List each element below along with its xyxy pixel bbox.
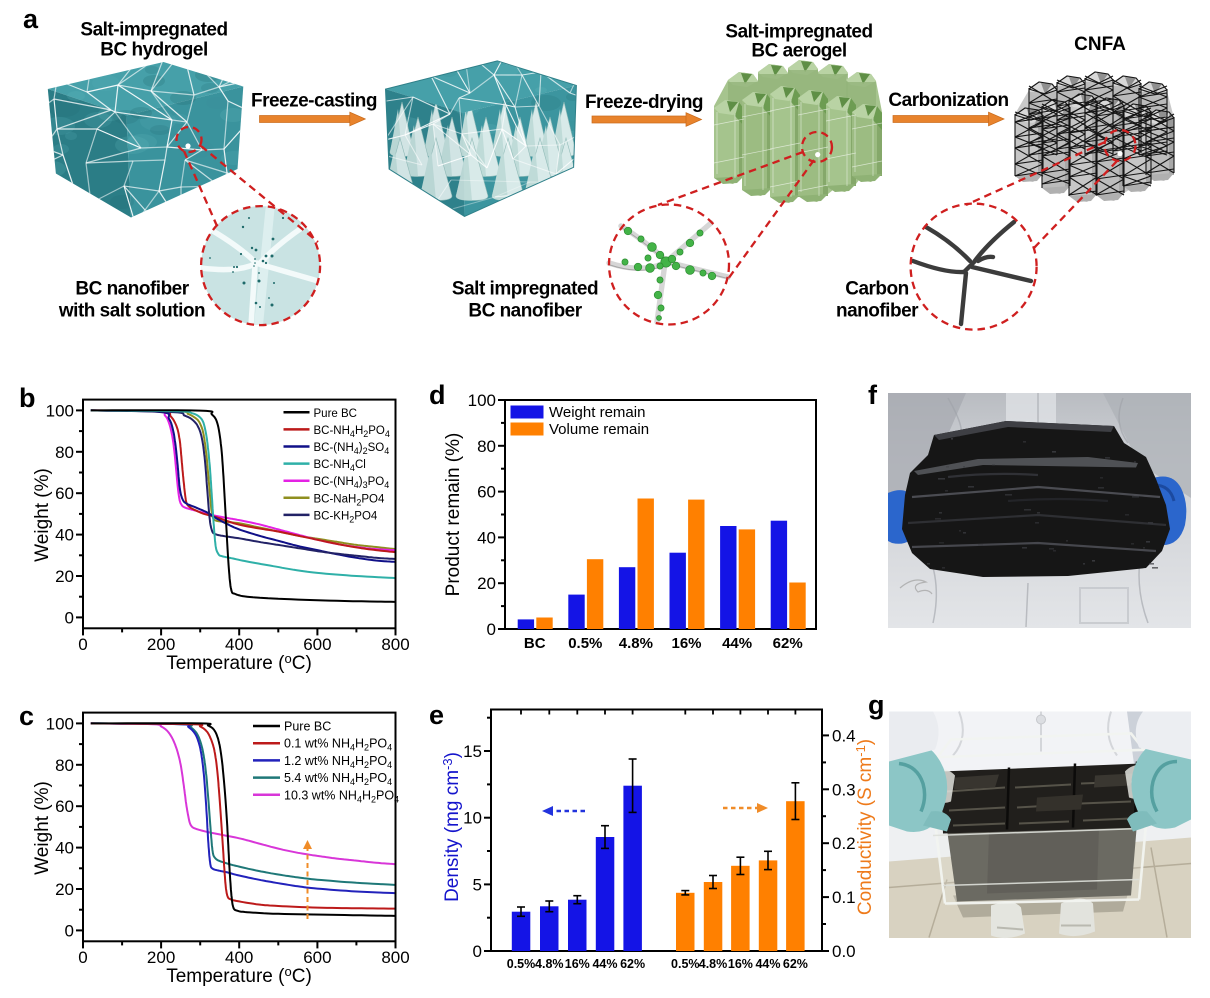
svg-text:62%: 62% <box>783 957 808 971</box>
svg-text:c: c <box>19 701 34 731</box>
svg-text:800: 800 <box>381 635 409 654</box>
svg-text:0: 0 <box>65 608 74 627</box>
svg-text:1.2 wt% NH4H2PO4: 1.2 wt% NH4H2PO4 <box>284 754 392 770</box>
svg-text:16%: 16% <box>728 957 753 971</box>
svg-text:0.5%: 0.5% <box>507 957 536 971</box>
svg-text:Pure BC: Pure BC <box>284 720 331 734</box>
svg-text:BC-NH4H2PO4: BC-NH4H2PO4 <box>314 425 390 439</box>
svg-text:80: 80 <box>55 443 74 462</box>
svg-text:4.8%: 4.8% <box>619 635 653 652</box>
svg-text:44%: 44% <box>592 957 617 971</box>
svg-text:Carbonization: Carbonization <box>888 90 1008 111</box>
svg-text:16%: 16% <box>671 635 701 652</box>
svg-text:BC aerogel: BC aerogel <box>751 40 846 61</box>
svg-text:CNFA: CNFA <box>1074 34 1126 55</box>
svg-text:Weight remain: Weight remain <box>549 404 645 421</box>
svg-text:Freeze-casting: Freeze-casting <box>251 91 377 112</box>
svg-text:400: 400 <box>225 948 253 967</box>
svg-text:BC-(NH4)2SO4: BC-(NH4)2SO4 <box>314 442 390 456</box>
svg-text:0.0: 0.0 <box>832 942 856 961</box>
svg-text:20: 20 <box>477 574 496 593</box>
svg-text:62%: 62% <box>620 957 645 971</box>
svg-text:5.4 wt% NH4H2PO4: 5.4 wt% NH4H2PO4 <box>284 771 392 787</box>
svg-text:Pure BC: Pure BC <box>314 408 357 420</box>
svg-text:Salt-impregnated: Salt-impregnated <box>80 20 227 41</box>
svg-text:20: 20 <box>55 880 74 899</box>
svg-text:0.3: 0.3 <box>832 780 856 799</box>
svg-text:60: 60 <box>55 484 74 503</box>
svg-text:0.5%: 0.5% <box>568 635 602 652</box>
svg-text:62%: 62% <box>773 635 803 652</box>
svg-text:0.4: 0.4 <box>832 726 856 745</box>
svg-text:400: 400 <box>225 635 253 654</box>
svg-text:0.1: 0.1 <box>832 888 856 907</box>
svg-text:0: 0 <box>78 635 87 654</box>
svg-text:BC-KH2PO4: BC-KH2PO4 <box>314 510 378 524</box>
svg-text:80: 80 <box>477 437 496 456</box>
svg-text:Weight (%): Weight (%) <box>32 468 53 562</box>
svg-text:0: 0 <box>473 942 482 961</box>
svg-text:0: 0 <box>487 620 496 639</box>
svg-text:40: 40 <box>55 526 74 545</box>
svg-text:10: 10 <box>463 809 482 828</box>
svg-text:44%: 44% <box>722 635 752 652</box>
svg-text:600: 600 <box>303 635 331 654</box>
svg-text:Volume remain: Volume remain <box>549 421 649 438</box>
svg-text:Temperature (oC): Temperature (oC) <box>166 651 312 674</box>
svg-text:800: 800 <box>381 948 409 967</box>
svg-text:Salt-impregnated: Salt-impregnated <box>725 21 872 42</box>
svg-text:BC nanofiber: BC nanofiber <box>468 300 582 321</box>
svg-text:BC nanofiber: BC nanofiber <box>75 278 189 299</box>
svg-text:f: f <box>868 380 878 410</box>
svg-text:nanofiber: nanofiber <box>836 300 919 321</box>
svg-text:e: e <box>429 700 444 730</box>
svg-text:Salt impregnated: Salt impregnated <box>452 278 598 299</box>
svg-text:15: 15 <box>463 742 482 761</box>
svg-text:40: 40 <box>55 839 74 858</box>
svg-text:16%: 16% <box>565 957 590 971</box>
svg-text:5: 5 <box>473 875 482 894</box>
svg-text:Weight (%): Weight (%) <box>32 781 53 875</box>
svg-text:200: 200 <box>147 635 175 654</box>
svg-text:BC-NH4Cl: BC-NH4Cl <box>314 459 366 473</box>
svg-text:100: 100 <box>46 714 74 733</box>
svg-text:BC-(NH4)3PO4: BC-(NH4)3PO4 <box>314 476 390 490</box>
svg-text:d: d <box>429 380 446 410</box>
svg-text:0: 0 <box>65 921 74 940</box>
svg-text:Conductivity (S cm-1): Conductivity (S cm-1) <box>853 739 876 915</box>
svg-text:Carbon: Carbon <box>845 278 909 299</box>
svg-text:600: 600 <box>303 948 331 967</box>
svg-text:20: 20 <box>55 567 74 586</box>
svg-text:b: b <box>19 383 36 413</box>
svg-text:a: a <box>23 4 39 34</box>
svg-text:100: 100 <box>46 401 74 420</box>
svg-text:4.8%: 4.8% <box>699 957 728 971</box>
svg-text:BC hydrogel: BC hydrogel <box>100 39 207 60</box>
svg-text:Freeze-drying: Freeze-drying <box>585 92 703 113</box>
svg-text:g: g <box>868 690 885 720</box>
svg-text:4.8%: 4.8% <box>535 957 564 971</box>
svg-text:Temperature (oC): Temperature (oC) <box>166 964 312 987</box>
svg-text:0.2: 0.2 <box>832 834 856 853</box>
svg-text:44%: 44% <box>755 957 780 971</box>
svg-text:60: 60 <box>55 797 74 816</box>
svg-text:100: 100 <box>468 391 496 410</box>
svg-text:80: 80 <box>55 756 74 775</box>
svg-text:0.5%: 0.5% <box>671 957 700 971</box>
svg-text:with salt solution: with salt solution <box>58 300 205 321</box>
svg-text:0: 0 <box>78 948 87 967</box>
svg-text:200: 200 <box>147 948 175 967</box>
svg-text:60: 60 <box>477 483 496 502</box>
svg-text:BC: BC <box>524 635 546 652</box>
svg-text:40: 40 <box>477 528 496 547</box>
svg-text:0.1 wt% NH4H2PO4: 0.1 wt% NH4H2PO4 <box>284 737 392 753</box>
svg-text:10.3 wt% NH4H2PO4: 10.3 wt% NH4H2PO4 <box>284 788 399 804</box>
svg-text:Product remain (%): Product remain (%) <box>443 433 464 597</box>
svg-text:Density (mg cm-3): Density (mg cm-3) <box>440 752 463 902</box>
svg-text:BC-NaH2PO4: BC-NaH2PO4 <box>314 493 385 507</box>
